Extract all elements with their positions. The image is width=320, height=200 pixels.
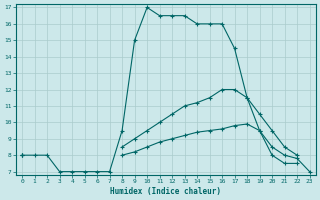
X-axis label: Humidex (Indice chaleur): Humidex (Indice chaleur) bbox=[110, 187, 221, 196]
